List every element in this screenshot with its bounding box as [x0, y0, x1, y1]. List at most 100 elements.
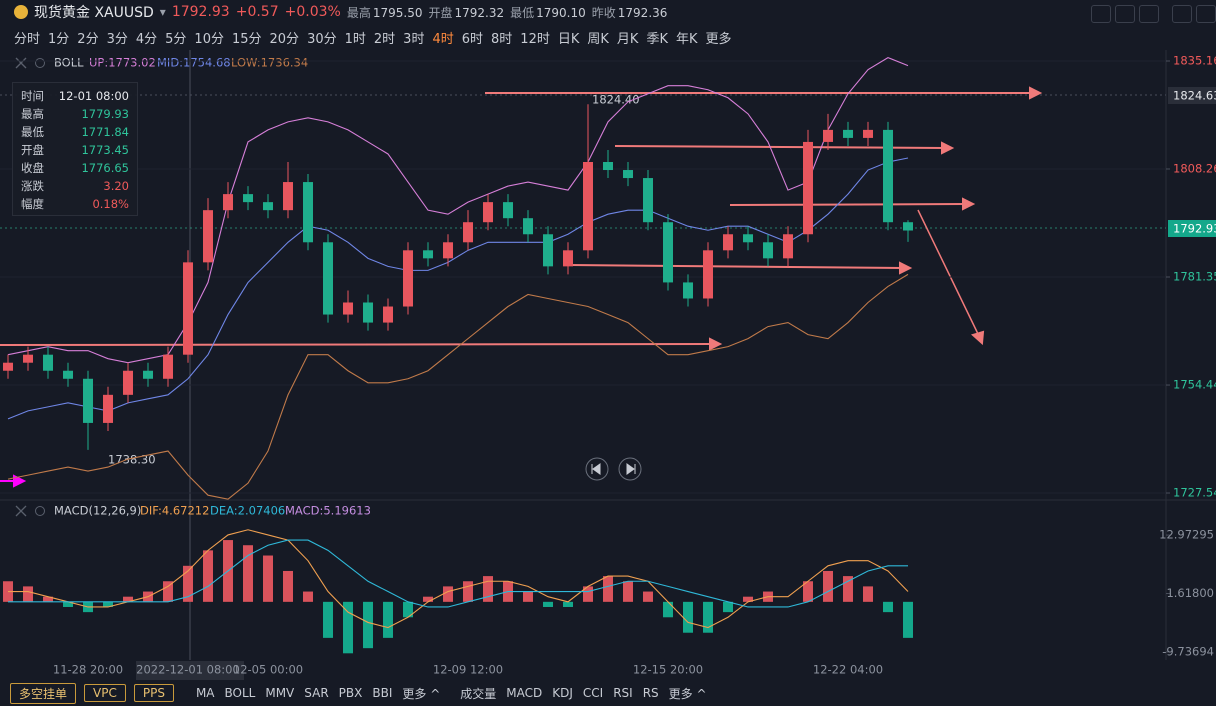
- timeframe[interactable]: 30分: [307, 32, 337, 47]
- candle-body: [383, 306, 393, 323]
- candle-body: [843, 129, 853, 138]
- tool-button[interactable]: [1196, 5, 1216, 23]
- timeframe[interactable]: 3分: [106, 32, 128, 47]
- candle-body: [743, 234, 753, 243]
- timeframe[interactable]: 10分: [194, 32, 224, 47]
- price: 1792.93: [171, 4, 230, 20]
- indicator[interactable]: KDJ: [552, 686, 573, 700]
- boll-line: [7, 157, 909, 420]
- boll-low: LOW:1736.34: [231, 56, 308, 70]
- indicator[interactable]: MMV: [265, 686, 295, 700]
- info-row: 幅度 0.18%: [21, 195, 129, 213]
- indicator[interactable]: BOLL: [224, 686, 256, 700]
- timeframe[interactable]: 20分: [269, 32, 300, 47]
- indicator[interactable]: RS: [642, 686, 659, 700]
- timeframe[interactable]: 季K: [646, 32, 668, 47]
- settings-icon[interactable]: [35, 58, 45, 68]
- timeframe[interactable]: 更多: [705, 32, 732, 47]
- macd-bar: [63, 601, 73, 607]
- boll-name: BOLL: [54, 56, 84, 70]
- indicator[interactable]: PBX: [338, 686, 363, 700]
- timeframe[interactable]: 4分: [135, 32, 158, 47]
- macd-bar: [463, 581, 473, 602]
- timeframe[interactable]: 15分: [231, 32, 262, 47]
- info-label: 收盘: [21, 161, 44, 175]
- info-row: 最高 1779.93: [21, 105, 129, 123]
- macd-line: [8, 529, 909, 629]
- price-tag: 1792.93: [1173, 222, 1216, 236]
- info-label: 涨跌: [21, 179, 44, 193]
- timeframe[interactable]: 月K: [616, 32, 639, 47]
- indicator[interactable]: BBI: [372, 686, 393, 700]
- timeframe[interactable]: 1时: [344, 32, 366, 47]
- timeframe[interactable]: 12时: [520, 32, 550, 47]
- timeframe[interactable]: 6时: [461, 32, 484, 47]
- candle-body: [483, 202, 493, 223]
- timeframe[interactable]: 5分: [165, 32, 187, 47]
- candle-body: [623, 170, 633, 179]
- candle-body: [143, 370, 153, 379]
- candle-body: [723, 234, 733, 251]
- boll-mid: MID:1754.68: [157, 56, 231, 70]
- settings-icon[interactable]: [35, 506, 45, 516]
- symbol[interactable]: 现货黄金 XAUUSD: [34, 5, 154, 21]
- tool-button[interactable]: [1139, 5, 1159, 23]
- timeframe[interactable]: 分时: [14, 32, 41, 47]
- toggle-button[interactable]: 多空挂单: [10, 682, 77, 704]
- stat: 昨收 1792.36: [592, 4, 668, 21]
- timeframe[interactable]: 2时: [373, 32, 396, 47]
- indicator[interactable]: RSI: [613, 686, 633, 700]
- dropdown-caret[interactable]: ▾: [159, 5, 166, 19]
- info-value: 1776.65: [81, 161, 129, 175]
- candle-body: [903, 222, 913, 231]
- indicator[interactable]: CCI: [582, 686, 604, 700]
- y-tick-label: 12.97295: [1159, 528, 1214, 542]
- high-annotation: 1824.40: [592, 93, 640, 107]
- indicator[interactable]: 更多 ^: [402, 686, 441, 701]
- timeframe[interactable]: 年K: [675, 32, 698, 47]
- indicator[interactable]: 更多 ^: [668, 686, 707, 701]
- info-row: 最低 1771.84: [21, 123, 129, 141]
- trend-lines: [0, 86, 1043, 351]
- tool-button[interactable]: [1172, 5, 1192, 23]
- playback-controls[interactable]: [585, 457, 642, 481]
- indicator[interactable]: MA: [195, 686, 215, 700]
- y-tick-label: -9.73694: [1162, 644, 1214, 658]
- timeframe[interactable]: 8时: [491, 32, 513, 47]
- info-row: 开盘 1773.45: [21, 141, 129, 159]
- info-value: 1771.84: [81, 125, 129, 139]
- candle-body: [223, 194, 233, 211]
- tool-button[interactable]: [1091, 5, 1111, 23]
- macd-bar: [43, 596, 53, 602]
- timeframe[interactable]: 4时: [432, 32, 454, 47]
- candle-body: [803, 141, 813, 235]
- timeframe[interactable]: 2分: [77, 32, 99, 47]
- timeframe[interactable]: 1分: [48, 32, 70, 47]
- timeframe[interactable]: 周K: [587, 32, 609, 47]
- tool-button[interactable]: [1115, 5, 1135, 23]
- price-tag-bg: [1168, 87, 1216, 104]
- indicator[interactable]: SAR: [304, 686, 329, 700]
- y-tick-label: 1835.16: [1173, 53, 1216, 67]
- indicator[interactable]: 成交量: [460, 686, 497, 701]
- macd-value: MACD:5.19613: [285, 504, 371, 518]
- macd-dea: DEA:2.07406: [210, 504, 285, 518]
- timeframe[interactable]: 3时: [403, 32, 425, 47]
- macd-dif: DIF:4.67212: [140, 504, 209, 518]
- stat-label: 开盘: [428, 5, 453, 20]
- info-label: 时间: [21, 89, 44, 103]
- toggle-button[interactable]: PPS: [133, 684, 174, 702]
- candle-body: [663, 222, 673, 283]
- stat-value: 1790.10: [536, 5, 586, 20]
- stat-label: 最高: [346, 5, 371, 20]
- macd-bar: [883, 601, 893, 613]
- macd-bar: [483, 576, 493, 602]
- timeframe[interactable]: 日K: [557, 32, 580, 47]
- stat: 最低 1790.10: [510, 4, 586, 21]
- macd-bar: [723, 601, 733, 613]
- indicator[interactable]: MACD: [506, 686, 543, 700]
- candle-body: [363, 302, 373, 323]
- close-icon[interactable]: [15, 57, 27, 517]
- toggle-button[interactable]: VPC: [84, 684, 126, 702]
- candle-body: [83, 378, 93, 423]
